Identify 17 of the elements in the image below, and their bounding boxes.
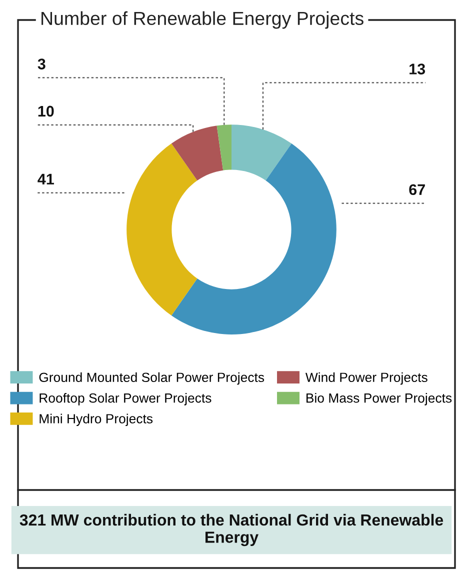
donut-slice — [171, 144, 336, 334]
donut-slice — [126, 144, 198, 316]
text: 321 MW contribution to the National Grid via Renewable Energy — [20, 514, 444, 546]
legend-label: Wind Power Projects — [305, 372, 428, 385]
data-label: 67 — [409, 184, 425, 196]
legend-label: Rooftop Solar Power Projects — [40, 393, 212, 406]
donut-slice — [171, 126, 224, 180]
data-label: 13 — [410, 64, 426, 74]
legend-label: Bio Mass Power Projects — [306, 393, 452, 406]
legend-label: Ground Mounted Solar Power Projects — [39, 372, 264, 385]
data-label: 10 — [38, 106, 54, 117]
data-label: 41 — [38, 174, 54, 184]
donut-slice — [232, 124, 292, 180]
legend-label: Mini Hydro Projects — [40, 414, 153, 426]
donut-slice — [216, 124, 232, 170]
chart-title: Number of Renewable Energy Projects — [42, 11, 364, 29]
data-label: 3 — [38, 58, 46, 70]
